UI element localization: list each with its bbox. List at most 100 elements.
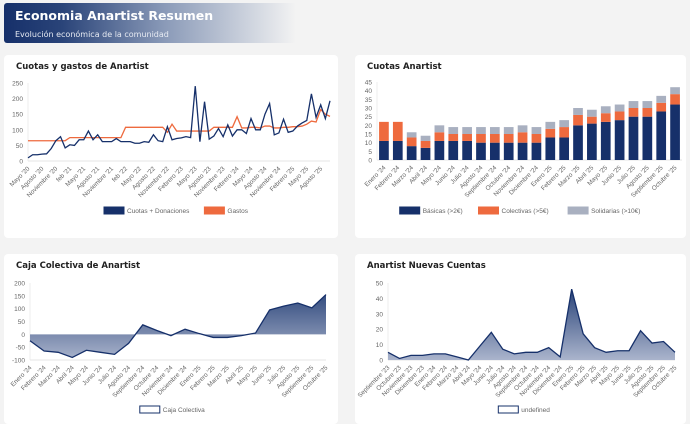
y-tick-label: 0	[19, 159, 23, 166]
y-tick-label: 50	[18, 319, 26, 326]
series-line-gastos	[28, 108, 331, 142]
bar-segment	[489, 134, 500, 143]
bar-segment	[392, 140, 403, 160]
bar-segment	[642, 108, 653, 117]
bar-segment	[614, 111, 625, 121]
y-tick-label: 15	[365, 132, 373, 139]
bar-segment	[448, 127, 459, 134]
legend-swatch	[497, 405, 519, 414]
card-nuevas-cuentas: Anartist Nuevas Cuentas 0 10 20 30 40 50 Septi…	[355, 254, 686, 424]
bar-segment	[517, 142, 528, 160]
bar-segment	[656, 102, 667, 112]
bar-segment	[462, 127, 472, 134]
y-tick-label: 50	[376, 281, 384, 288]
bar-segment	[379, 121, 389, 141]
legend-swatch	[139, 405, 161, 414]
y-tick-label: 0	[368, 158, 372, 165]
bar-segment	[670, 94, 680, 105]
area-fill	[30, 294, 326, 358]
bar-segment	[587, 109, 597, 117]
bar-segment	[600, 113, 611, 122]
bar-segment	[503, 127, 514, 134]
bar-segment	[406, 146, 417, 160]
bar-segment	[434, 125, 445, 133]
bar-segment	[545, 137, 556, 160]
bar-segment	[379, 140, 389, 160]
y-tick-label: 45	[365, 80, 373, 87]
chart-title: Caja Colectiva de Anartist	[16, 261, 141, 271]
bar-segment	[628, 116, 639, 160]
page-title: Economia Anartist Resumen	[15, 8, 214, 23]
y-tick-label: 100	[12, 127, 23, 134]
legend-swatch	[567, 206, 589, 215]
bar-segment	[392, 121, 403, 141]
bar-segment	[489, 142, 500, 160]
y-tick-label: 25	[365, 114, 373, 121]
bar-segment	[406, 132, 417, 138]
bar-segment	[573, 125, 583, 160]
bar-segment	[670, 104, 680, 160]
bar-segment	[545, 128, 556, 138]
bar-segment	[628, 108, 639, 117]
bar-segment	[587, 116, 597, 124]
bar-segment	[656, 95, 667, 103]
bar-segment	[489, 127, 500, 134]
bar-segment	[476, 142, 486, 160]
y-tick-label: 5	[368, 149, 372, 156]
bar-segment	[600, 121, 611, 160]
y-tick-label: 20	[365, 123, 373, 130]
legend-swatch	[103, 206, 125, 215]
y-tick-label: 40	[365, 88, 373, 95]
bar-segment	[628, 101, 639, 108]
legend-label: Gastos	[227, 208, 248, 215]
area-line	[387, 288, 676, 361]
area-line	[29, 294, 327, 359]
y-tick-label: 200	[14, 281, 25, 288]
legend-label: Básicas (>2€)	[423, 208, 463, 215]
bar-segment	[462, 140, 472, 160]
bar-segment	[420, 140, 431, 148]
bar-segment	[434, 140, 445, 160]
y-tick-label: 100	[14, 306, 25, 313]
y-tick-label: 0	[21, 332, 25, 339]
bar-segment	[448, 140, 459, 160]
bar-segment	[476, 127, 486, 134]
bar-segment	[517, 132, 528, 143]
bar-segment	[434, 132, 445, 141]
legend-swatch	[478, 206, 499, 215]
bar-segment	[420, 147, 431, 160]
bar-segment	[670, 87, 680, 95]
bar-segment	[448, 134, 459, 141]
y-tick-label: -100	[12, 358, 25, 365]
bar-segment	[517, 125, 528, 133]
y-tick-label: 150	[14, 293, 25, 300]
chart-title: Cuotas Anartist	[367, 62, 442, 72]
bar-segment	[531, 127, 542, 134]
y-tick-label: 150	[12, 112, 23, 119]
legend-label: Cuotas + Donaciones	[127, 208, 190, 215]
bar-segment	[545, 121, 556, 129]
y-tick-label: 10	[376, 342, 384, 349]
legend-label: undefined	[521, 407, 550, 414]
bar-segment	[531, 134, 542, 143]
bar-segment	[420, 135, 431, 141]
area-fill	[388, 289, 675, 360]
bar-segment	[614, 120, 625, 160]
y-tick-label: 250	[12, 81, 23, 88]
y-tick-label: -50	[16, 345, 26, 352]
bar-segment	[476, 134, 486, 143]
bar-segment	[462, 134, 472, 141]
legend-swatch	[399, 206, 421, 215]
page-subtitle: Evolución económica de la comunidad	[15, 30, 169, 39]
legend-swatch	[203, 206, 225, 215]
y-tick-label: 20	[376, 327, 384, 334]
legend-label: Caja Colectiva	[163, 407, 205, 414]
bar-segment	[614, 104, 625, 112]
bar-segment	[406, 137, 417, 147]
bar-segment	[503, 142, 514, 160]
y-tick-label: 200	[12, 96, 23, 103]
legend-label: Solidarias (>10€)	[591, 208, 640, 215]
